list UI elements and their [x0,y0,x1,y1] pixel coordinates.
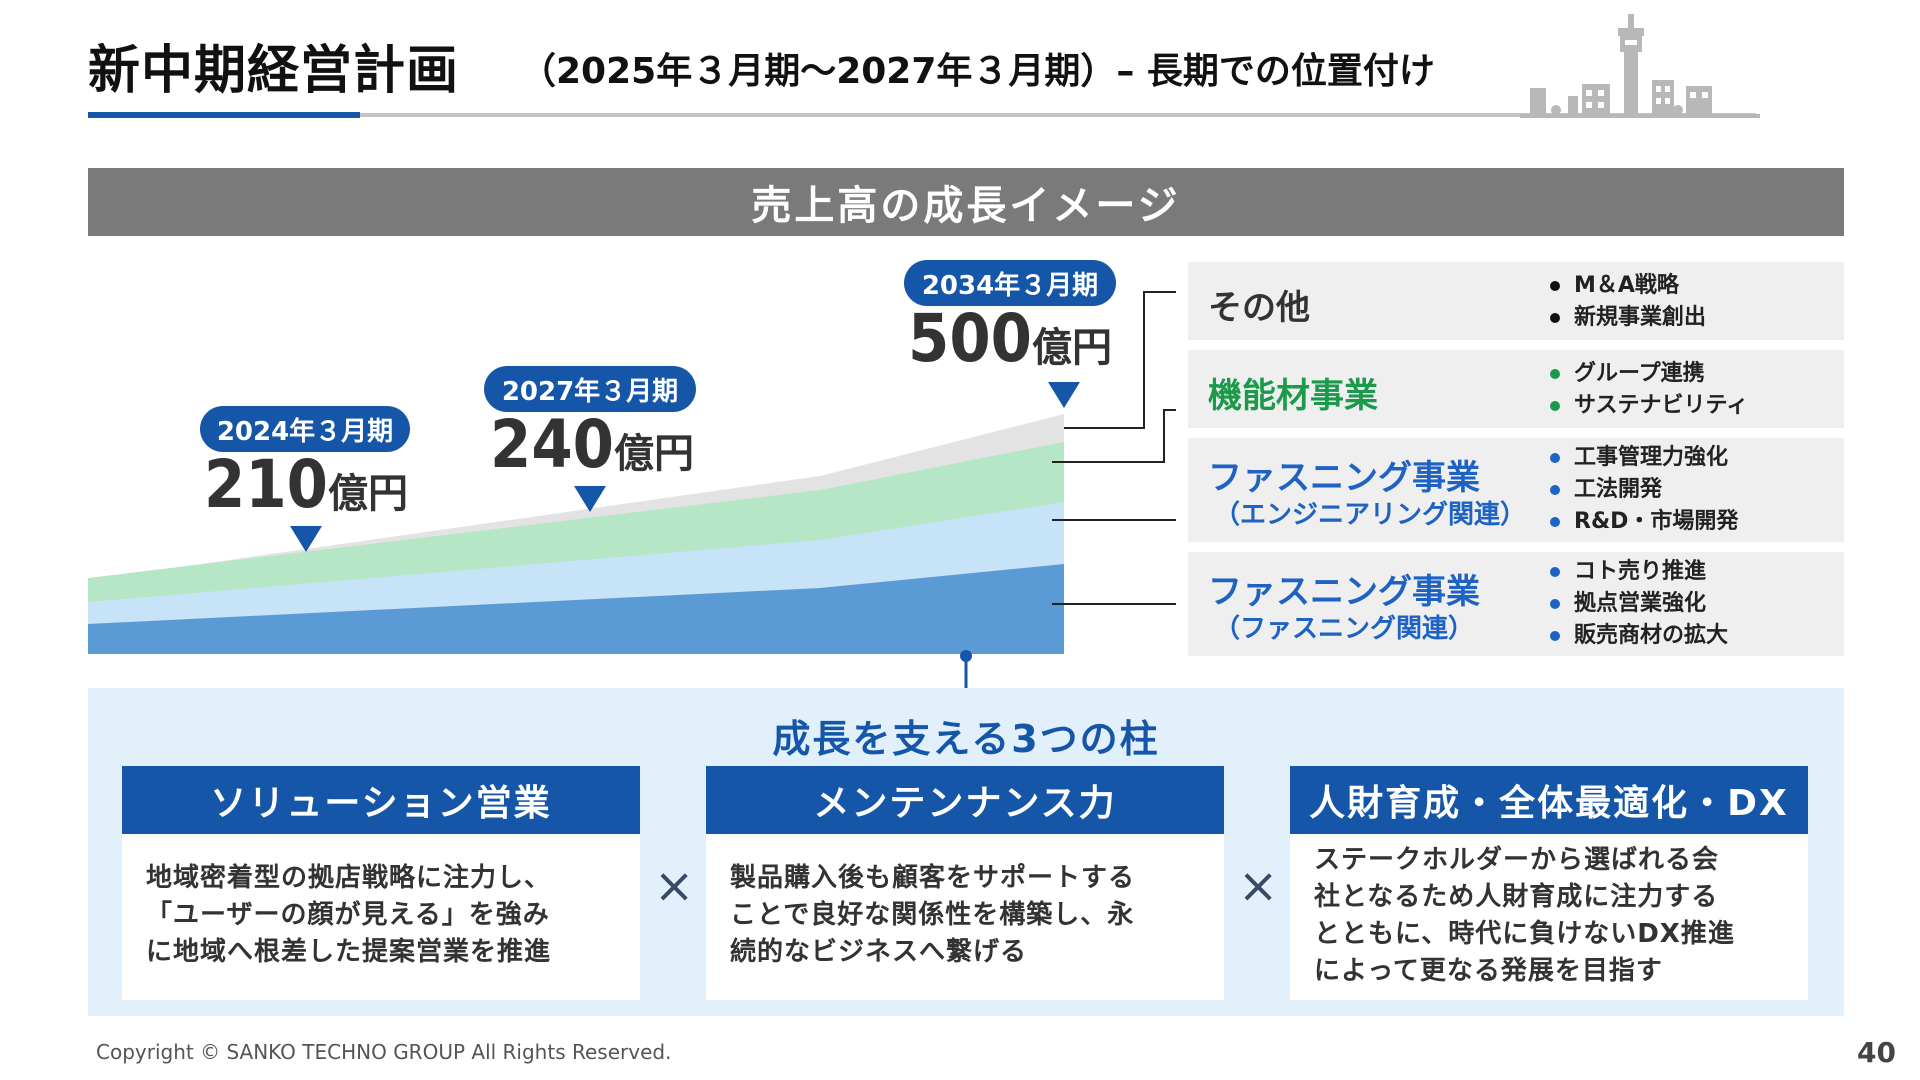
page-subtitle: （2025年３月期〜2027年３月期）– 長期での位置付け [520,51,1435,92]
list-item: 拠点営業強化 [1550,588,1728,620]
bullet-icon [1550,281,1560,291]
milestone-value-2027-number: 240 [490,406,614,483]
segment-name: その他 [1208,288,1310,328]
chart-banner: 売上高の成長イメージ [88,168,1844,236]
multiply-icon: × [654,858,695,914]
title-underline [360,113,1756,117]
milestone-value-2024-unit: 億円 [327,471,408,517]
segment-box-other: その他 M＆A戦略 新規事業創出 [1188,262,1844,340]
segment-points: グループ連携 サステナビリティ [1550,358,1748,422]
connector-other [1064,291,1176,429]
bullet-icon [1550,599,1560,609]
pillar-description: ステークホルダーから選ばれる会 社となるため人財育成に注力する とともに、時代に… [1314,845,1735,986]
pillar-title: ソリューション営業 [122,766,640,834]
segment-subname: （エンジニアリング関連） [1214,500,1527,530]
milestone-value-2034-unit: 億円 [1031,325,1112,371]
pillar-talent-dx: 人財育成・全体最適化・DX ステークホルダーから選ばれる会 社となるため人財育成… [1290,766,1808,1000]
bullet-icon [1550,567,1560,577]
segment-points: 工事管理力強化 工法開発 R&D・市場開発 [1550,442,1738,538]
title-underline-accent [88,112,360,118]
segment-box-fastening-engineering: ファスニング事業 （エンジニアリング関連） 工事管理力強化 工法開発 R&D・市… [1188,438,1844,542]
area-fastening [88,564,1064,654]
milestone-value-2024: 210億円 [204,446,408,523]
milestone-value-2027-unit: 億円 [613,431,694,477]
marker-triangle-2027 [574,486,606,512]
pillar-title: 人財育成・全体最適化・DX [1290,766,1808,834]
marker-triangle-2024 [290,526,322,552]
pillar-description: 地域密着型の拠店戦略に注力し、 「ユーザーの顔が見える」を強み に地域へ根差した… [146,863,552,967]
bullet-icon [1550,313,1560,323]
bullet-icon [1550,369,1560,379]
list-item: コト売り推進 [1550,556,1728,588]
milestone-value-2034: 500億円 [908,300,1112,377]
pillar-solution-sales: ソリューション営業 地域密着型の拠店戦略に注力し、 「ユーザーの顔が見える」を強… [122,766,640,1000]
milestone-period-2027: 2027年３月期 [484,366,696,412]
bullet-icon [1550,401,1560,411]
milestone-value-2024-number: 210 [204,446,328,523]
growth-pillars-section: 成長を支える3つの柱 ソリューション営業 地域密着型の拠店戦略に注力し、 「ユー… [88,688,1844,1016]
milestone-value-2027: 240億円 [490,406,694,483]
segment-points: コト売り推進 拠点営業強化 販売商材の拡大 [1550,556,1728,652]
multiply-icon: × [1238,858,1279,914]
list-item: R&D・市場開発 [1550,506,1738,538]
segment-box-functional-materials: 機能材事業 グループ連携 サステナビリティ [1188,350,1844,428]
segment-name: ファスニング事業 [1208,458,1480,498]
segment-subname: （ファスニング関連） [1214,614,1475,644]
milestone-period-2034: 2034年３月期 [904,260,1116,306]
pillar-title: メンテンナンス力 [706,766,1224,834]
segment-box-fastening: ファスニング事業 （ファスニング関連） コト売り推進 拠点営業強化 販売商材の拡… [1188,552,1844,656]
list-item: 工事管理力強化 [1550,442,1738,474]
milestone-period-2024: 2024年３月期 [200,406,410,452]
segment-points: M＆A戦略 新規事業創出 [1550,270,1706,334]
list-item: 新規事業創出 [1550,302,1706,334]
bullet-icon [1550,485,1560,495]
list-item: 販売商材の拡大 [1550,620,1728,652]
pillar-description: 製品購入後も顧客をサポートする ことで良好な関係性を構築し、永 続的なビジネスへ… [730,863,1136,967]
pillar-maintenance: メンテンナンス力 製品購入後も顧客をサポートする ことで良好な関係性を構築し、永… [706,766,1224,1000]
pillars-title: 成長を支える3つの柱 [772,717,1160,761]
bullet-icon [1550,631,1560,641]
connector-functional [1052,409,1176,463]
list-item: グループ連携 [1550,358,1748,390]
bullet-icon [1550,517,1560,527]
list-item: 工法開発 [1550,474,1738,506]
segment-name: ファスニング事業 [1208,572,1480,612]
bullet-icon [1550,453,1560,463]
page-title: 新中期経営計画 [88,41,460,101]
list-item: M＆A戦略 [1550,270,1706,302]
milestone-value-2034-number: 500 [908,300,1032,377]
marker-triangle-2034 [1048,382,1080,408]
segment-name: 機能材事業 [1208,376,1378,416]
page-number: 40 [1857,1036,1896,1069]
copyright: Copyright © SANKO TECHNO GROUP All Right… [96,1040,672,1064]
pillar-connector-dot [960,650,972,662]
list-item: サステナビリティ [1550,390,1748,422]
city-skyline-icon [1520,14,1760,118]
